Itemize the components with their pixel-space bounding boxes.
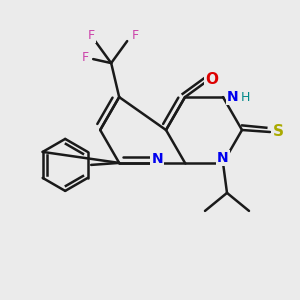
Text: S: S xyxy=(272,124,284,140)
Text: N: N xyxy=(227,90,239,104)
Text: F: F xyxy=(132,28,139,42)
Text: N: N xyxy=(152,152,163,166)
Text: F: F xyxy=(82,51,89,64)
Text: O: O xyxy=(206,72,218,87)
Text: H: H xyxy=(240,91,250,103)
Text: F: F xyxy=(88,28,95,42)
Text: N: N xyxy=(217,151,229,165)
